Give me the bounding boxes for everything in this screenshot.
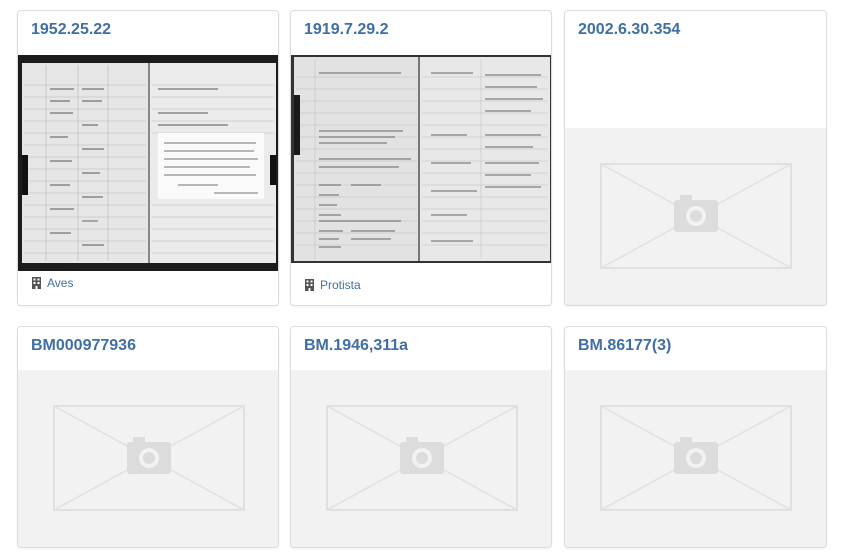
tag-label: Aves bbox=[47, 276, 74, 290]
card-title-link[interactable]: 1952.25.22 bbox=[31, 21, 112, 38]
no-image-placeholder[interactable] bbox=[565, 128, 826, 305]
camera-icon bbox=[53, 405, 245, 511]
specimen-card[interactable]: 1952.25.22 bbox=[17, 10, 279, 306]
no-image-placeholder[interactable] bbox=[18, 370, 278, 547]
card-title-link[interactable]: 1919.7.29.2 bbox=[304, 21, 389, 38]
specimen-card[interactable]: 1919.7.29.2 bbox=[290, 10, 552, 306]
collection-tag[interactable]: Aves bbox=[32, 276, 73, 290]
camera-icon bbox=[600, 163, 792, 269]
no-image-placeholder[interactable] bbox=[565, 370, 826, 547]
building-icon bbox=[305, 279, 314, 291]
building-icon bbox=[32, 277, 41, 289]
ledger-image[interactable] bbox=[18, 55, 278, 271]
camera-icon bbox=[326, 405, 518, 511]
collection-tag[interactable]: Protista bbox=[305, 278, 361, 292]
card-title-link[interactable]: BM.86177(3) bbox=[578, 337, 672, 354]
specimen-card[interactable]: BM000977936 bbox=[17, 326, 279, 548]
no-image-placeholder[interactable] bbox=[291, 370, 551, 547]
specimen-card[interactable]: BM.1946,311a bbox=[290, 326, 552, 548]
camera-icon bbox=[600, 405, 792, 511]
card-title-link[interactable]: 2002.6.30.354 bbox=[578, 21, 681, 38]
ledger-image[interactable] bbox=[291, 55, 551, 263]
card-title-link[interactable]: BM.1946,311a bbox=[304, 337, 409, 354]
tag-label: Protista bbox=[320, 278, 361, 292]
specimen-card[interactable]: BM.86177(3) bbox=[564, 326, 827, 548]
card-title-link[interactable]: BM000977936 bbox=[31, 337, 136, 354]
specimen-card[interactable]: 2002.6.30.354 bbox=[564, 10, 827, 306]
